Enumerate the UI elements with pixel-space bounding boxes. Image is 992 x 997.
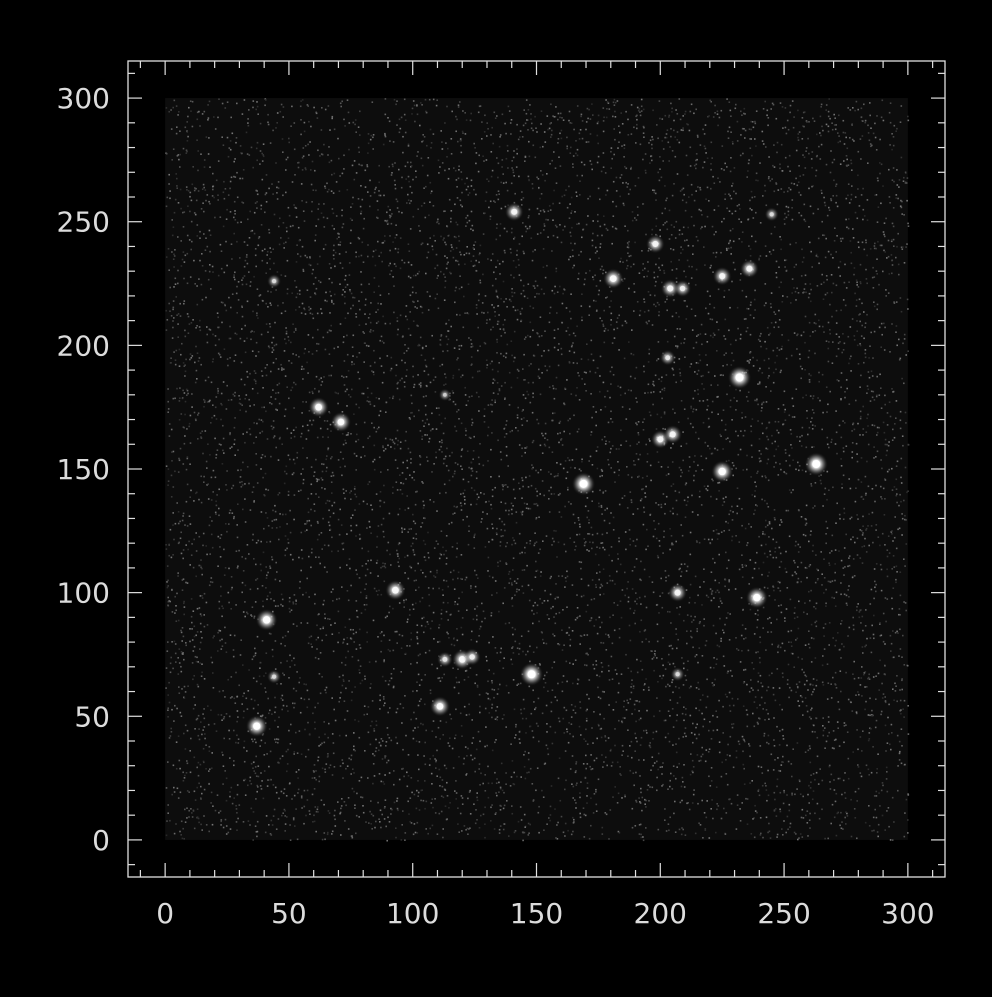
star-core: [680, 286, 686, 292]
star-28: [267, 670, 281, 684]
star-6: [713, 267, 732, 286]
star-3: [603, 268, 624, 289]
star-core: [392, 587, 399, 594]
star-7: [740, 259, 759, 278]
star-2: [646, 234, 665, 253]
star-core: [511, 209, 517, 215]
star-11: [308, 397, 329, 418]
star-12: [331, 412, 352, 433]
y-tick-label: 250: [57, 206, 110, 239]
star-17: [572, 472, 596, 496]
star-core: [719, 273, 725, 279]
star-core: [670, 431, 676, 437]
star-core: [437, 703, 444, 710]
star-31: [438, 388, 451, 401]
x-tick-label: 250: [757, 897, 810, 930]
star-core: [443, 393, 447, 397]
x-tick-label: 150: [510, 897, 563, 930]
star-29: [670, 667, 684, 681]
star-core: [528, 670, 536, 678]
image-layer: [165, 98, 909, 841]
star-20: [746, 586, 768, 608]
star-24: [463, 648, 481, 666]
star-30: [764, 207, 778, 221]
star-10: [728, 366, 752, 390]
y-tick-label: 50: [74, 700, 110, 733]
star-core: [736, 374, 744, 382]
star-15: [711, 460, 733, 482]
star-core: [580, 480, 588, 488]
x-tick-label: 300: [881, 897, 934, 930]
star-18: [385, 580, 406, 601]
star-16: [804, 452, 828, 476]
star-core: [812, 460, 820, 468]
star-21: [255, 609, 277, 631]
y-tick-label: 150: [57, 453, 110, 486]
y-tick-label: 0: [92, 824, 110, 857]
star-core: [667, 285, 673, 291]
star-9: [660, 350, 676, 366]
y-tick-label: 300: [57, 82, 110, 115]
star-core: [469, 654, 475, 660]
star-core: [665, 355, 670, 360]
star-core: [769, 212, 773, 216]
star-14: [663, 425, 682, 444]
star-27: [246, 715, 268, 737]
star-core: [315, 404, 322, 411]
star-core: [718, 468, 725, 475]
star-core: [253, 722, 260, 729]
star-core: [338, 419, 345, 426]
star-1: [505, 202, 524, 221]
star-core: [272, 675, 276, 679]
star-19: [668, 583, 687, 602]
star-core: [263, 616, 270, 623]
star-core: [652, 241, 658, 247]
star-26: [430, 696, 451, 717]
star-core: [753, 594, 760, 601]
star-core: [657, 436, 663, 442]
star-core: [675, 672, 679, 676]
y-tick-label: 200: [57, 329, 110, 362]
star-core: [610, 275, 617, 282]
star-25: [520, 662, 544, 686]
star-22: [437, 651, 453, 667]
star-core: [272, 279, 276, 283]
x-tick-label: 0: [156, 897, 174, 930]
star-5: [674, 280, 692, 298]
star-8: [267, 274, 281, 288]
x-tick-label: 100: [386, 897, 439, 930]
y-tick-label: 100: [57, 577, 110, 610]
star-core: [675, 590, 681, 596]
x-tick-label: 200: [634, 897, 687, 930]
x-tick-label: 50: [271, 897, 307, 930]
star-core: [442, 657, 447, 662]
star-core: [746, 266, 752, 272]
